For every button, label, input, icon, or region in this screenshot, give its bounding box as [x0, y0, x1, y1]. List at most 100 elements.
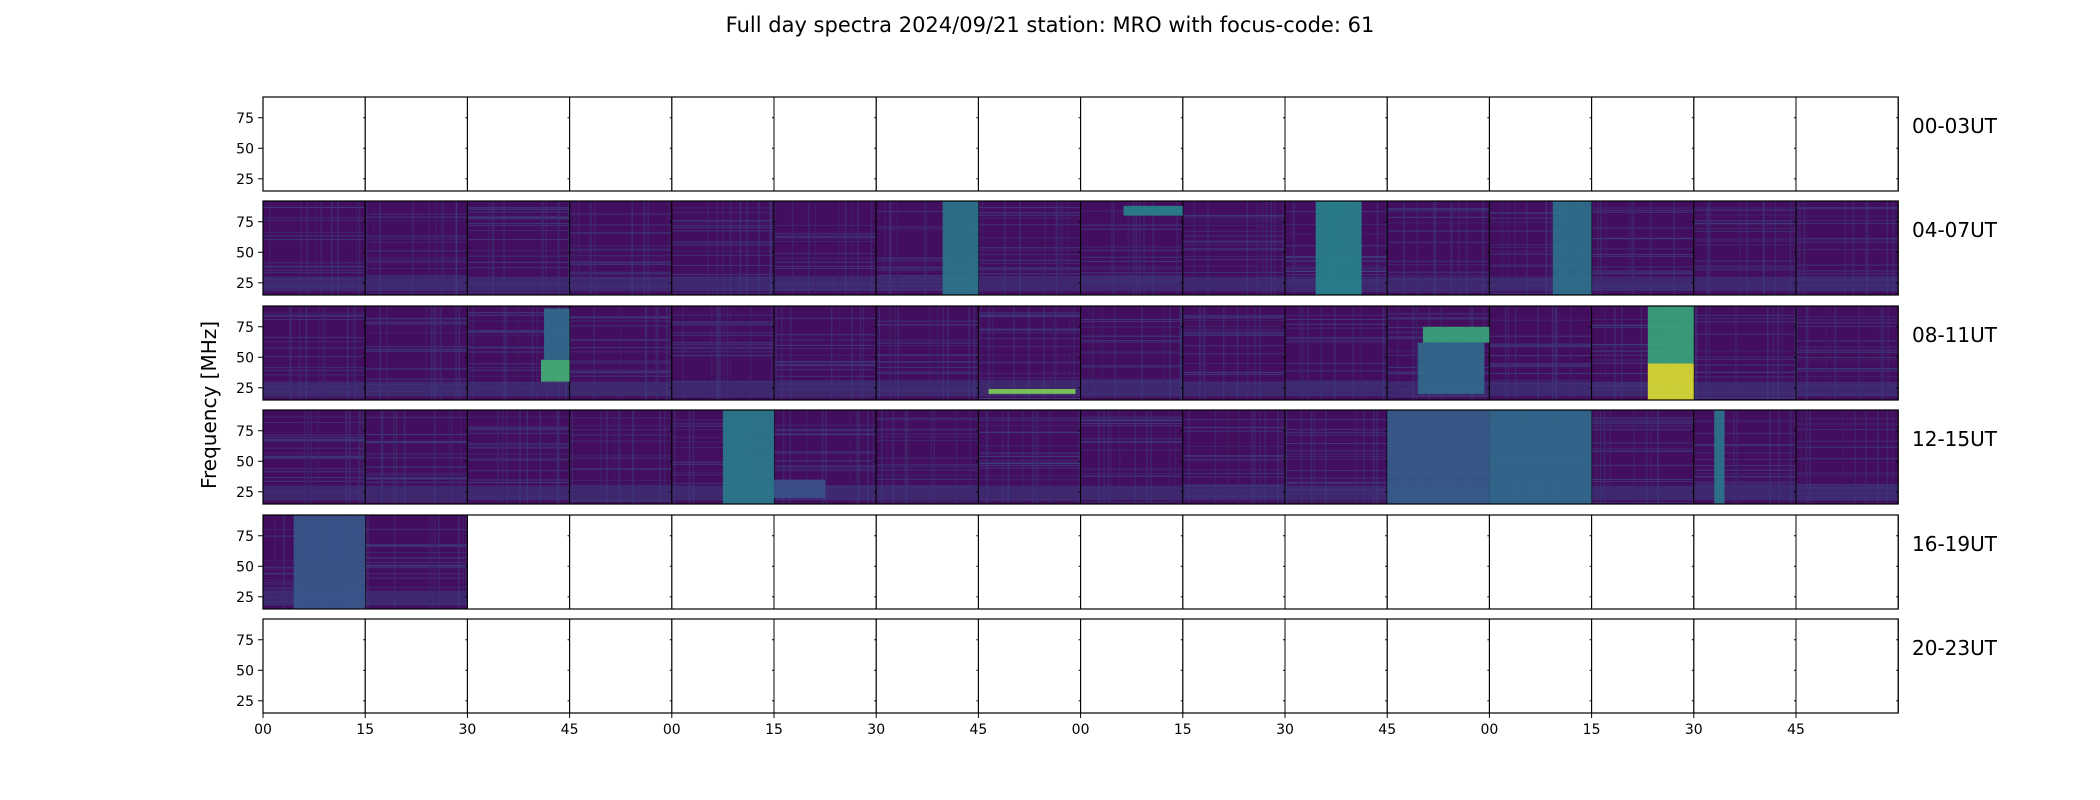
spectrum-column [1514, 201, 1516, 295]
spectrum-line [1591, 326, 1694, 328]
spectrum-line [467, 207, 570, 209]
y-tick-label: 75 [236, 529, 254, 545]
spectrum-column [315, 201, 318, 295]
spectrum-band [978, 276, 1081, 292]
spectrum-line [1591, 422, 1694, 424]
spectrum-line [365, 267, 468, 269]
spectrum-column [1256, 201, 1259, 295]
spectrum-column [1621, 306, 1623, 400]
spectrum-column [1537, 306, 1539, 400]
spectrum-line [263, 369, 366, 371]
spectrum-line [1182, 271, 1285, 273]
spectrum-column [1825, 306, 1828, 400]
y-tick-label: 50 [236, 245, 254, 261]
spectrum-line [1693, 376, 1796, 378]
spectrum-line [876, 500, 979, 502]
panel-frame [875, 618, 979, 714]
spectrum-column [459, 410, 462, 504]
x-tick-label: 30 [458, 722, 476, 738]
spectrum-line [1796, 446, 1899, 448]
spectrum-line [1182, 372, 1285, 374]
panel-frame [773, 618, 877, 714]
spectra-row: 25 50 75 [236, 514, 1899, 610]
spectrum-line [365, 261, 468, 263]
spectrum-line [1693, 469, 1796, 471]
spectrum-line [978, 259, 1081, 261]
spectrum-line [569, 458, 672, 460]
spectrum-line [1182, 363, 1285, 365]
spectrum-column [1055, 201, 1058, 295]
spectrum-line [1285, 470, 1388, 472]
spectrum-line [569, 232, 672, 234]
spectrum-column [1614, 306, 1616, 400]
spectrum-line [1796, 220, 1899, 222]
spectrum-column [1603, 410, 1606, 504]
spectrum-column [465, 515, 467, 609]
spectrum-column [337, 201, 340, 295]
spectrum-burst [1387, 410, 1490, 504]
spectrum-line [1796, 440, 1899, 442]
spectrum-column [643, 201, 646, 295]
spectrum-panel [364, 514, 468, 610]
spectrum-line [1591, 419, 1694, 421]
spectrum-line [263, 374, 366, 376]
spectrum-line [569, 468, 672, 470]
spectrum-column [1865, 410, 1867, 504]
spectrum-column [1176, 201, 1178, 295]
spectrum-line [467, 249, 570, 251]
spectrum-column [541, 201, 544, 295]
spectrum-column [1650, 201, 1652, 295]
spectrum-panel [1080, 96, 1184, 192]
spectrum-line [1693, 397, 1796, 399]
spectrum-panel [466, 200, 571, 296]
spectrum-column [1310, 410, 1313, 504]
spectrum-column [1881, 306, 1883, 400]
spectrum-column [386, 306, 388, 400]
panel-frame [671, 96, 775, 192]
spectrum-line [263, 312, 366, 314]
spectrum-column [448, 410, 450, 504]
spectrum-panel [977, 200, 1082, 296]
spectrum-column [1415, 306, 1417, 400]
spectrum-line [1796, 270, 1899, 272]
spectrum-column [526, 410, 529, 504]
spectrum-band [1591, 276, 1694, 292]
spectrum-panel [977, 618, 1082, 714]
spectrum-line [876, 342, 979, 344]
spectrum-line [365, 235, 468, 237]
spectrum-column [986, 410, 988, 504]
spectrum-line [365, 564, 468, 566]
row-time-label: 20-23UT [1912, 636, 1998, 660]
spectrum-line [365, 441, 468, 443]
spectrum-column [539, 410, 542, 504]
spectrum-column [850, 201, 853, 295]
x-tick-label: 15 [356, 722, 374, 738]
spectrum-column [862, 306, 865, 400]
spectrum-line [1285, 362, 1388, 364]
panel-grid: 25 50 75 25 50 75 25 50 75 25 50 75 25 50 75 25 50 75 [236, 96, 1899, 714]
spectrum-column [867, 410, 870, 504]
spectrum-column [992, 306, 994, 400]
spectrum-line [263, 318, 366, 320]
spectrum-column [1299, 306, 1301, 400]
spectrum-line [876, 466, 979, 468]
spectrum-line [1693, 473, 1796, 475]
spectrum-line [263, 468, 366, 470]
spectrum-band [263, 485, 366, 501]
spectrum-column [366, 201, 368, 295]
spectrum-column [395, 410, 398, 504]
spectrum-line [1591, 254, 1694, 256]
spectrum-band [774, 276, 877, 292]
spectrum-panel [1591, 514, 1695, 610]
spectrum-column [393, 410, 395, 504]
spectrum-column [594, 201, 596, 295]
spectrum-column [885, 410, 888, 504]
spectrum-column [1451, 201, 1454, 295]
spectrum-line [1182, 476, 1285, 478]
panel-frame [1795, 618, 1899, 714]
spectrum-line [1387, 241, 1490, 243]
spectrum-column [1073, 306, 1075, 400]
spectrum-column [659, 410, 661, 504]
spectrum-column [568, 201, 570, 295]
spectrum-line [1080, 352, 1183, 354]
